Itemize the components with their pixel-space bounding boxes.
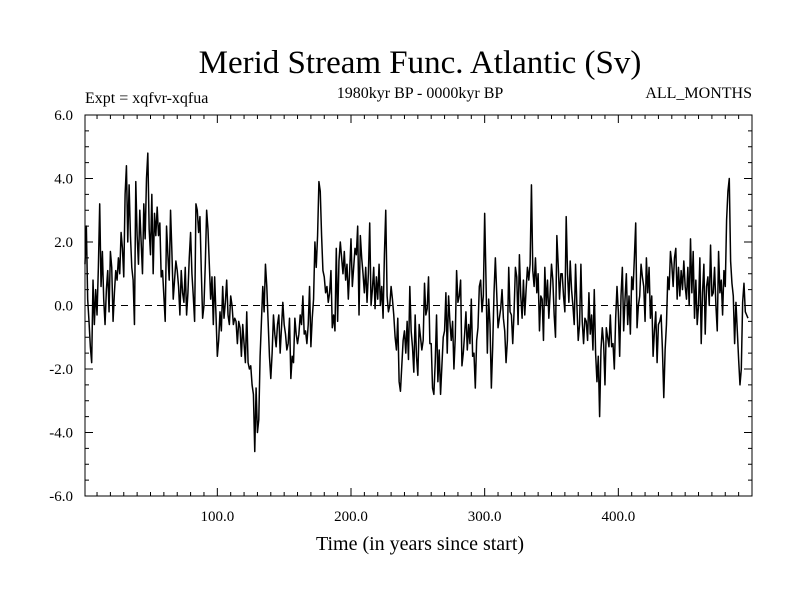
- experiment-label: Expt = xqfvr-xqfua: [85, 90, 208, 107]
- chart-subtitle: 1980kyr BP - 0000kyr BP: [337, 85, 504, 102]
- y-tick-label: 2.0: [54, 235, 73, 251]
- y-tick-label: -2.0: [49, 362, 73, 378]
- y-tick-label: -4.0: [49, 426, 73, 442]
- chart-title: Merid Stream Func. Atlantic (Sv): [199, 45, 642, 81]
- y-tick-label: 4.0: [54, 172, 73, 188]
- x-axis-title: Time (in years since start): [316, 533, 524, 555]
- x-tick-label: 400.0: [601, 509, 635, 525]
- x-tick-label: 200.0: [334, 509, 368, 525]
- y-tick-label: 6.0: [54, 108, 73, 124]
- series-line: [84, 152, 749, 453]
- y-tick-label: 0.0: [54, 299, 73, 315]
- y-tick-label: -6.0: [49, 489, 73, 505]
- x-axis: 100.0 200.0 300.0 400.0: [96, 115, 740, 525]
- y-axis: -6.0 -4.0 -2.0 0.0 2.0 4.0 6.0: [49, 108, 752, 505]
- months-label: ALL_MONTHS: [645, 85, 752, 102]
- x-tick-label: 300.0: [468, 509, 502, 525]
- x-tick-label: 100.0: [200, 509, 234, 525]
